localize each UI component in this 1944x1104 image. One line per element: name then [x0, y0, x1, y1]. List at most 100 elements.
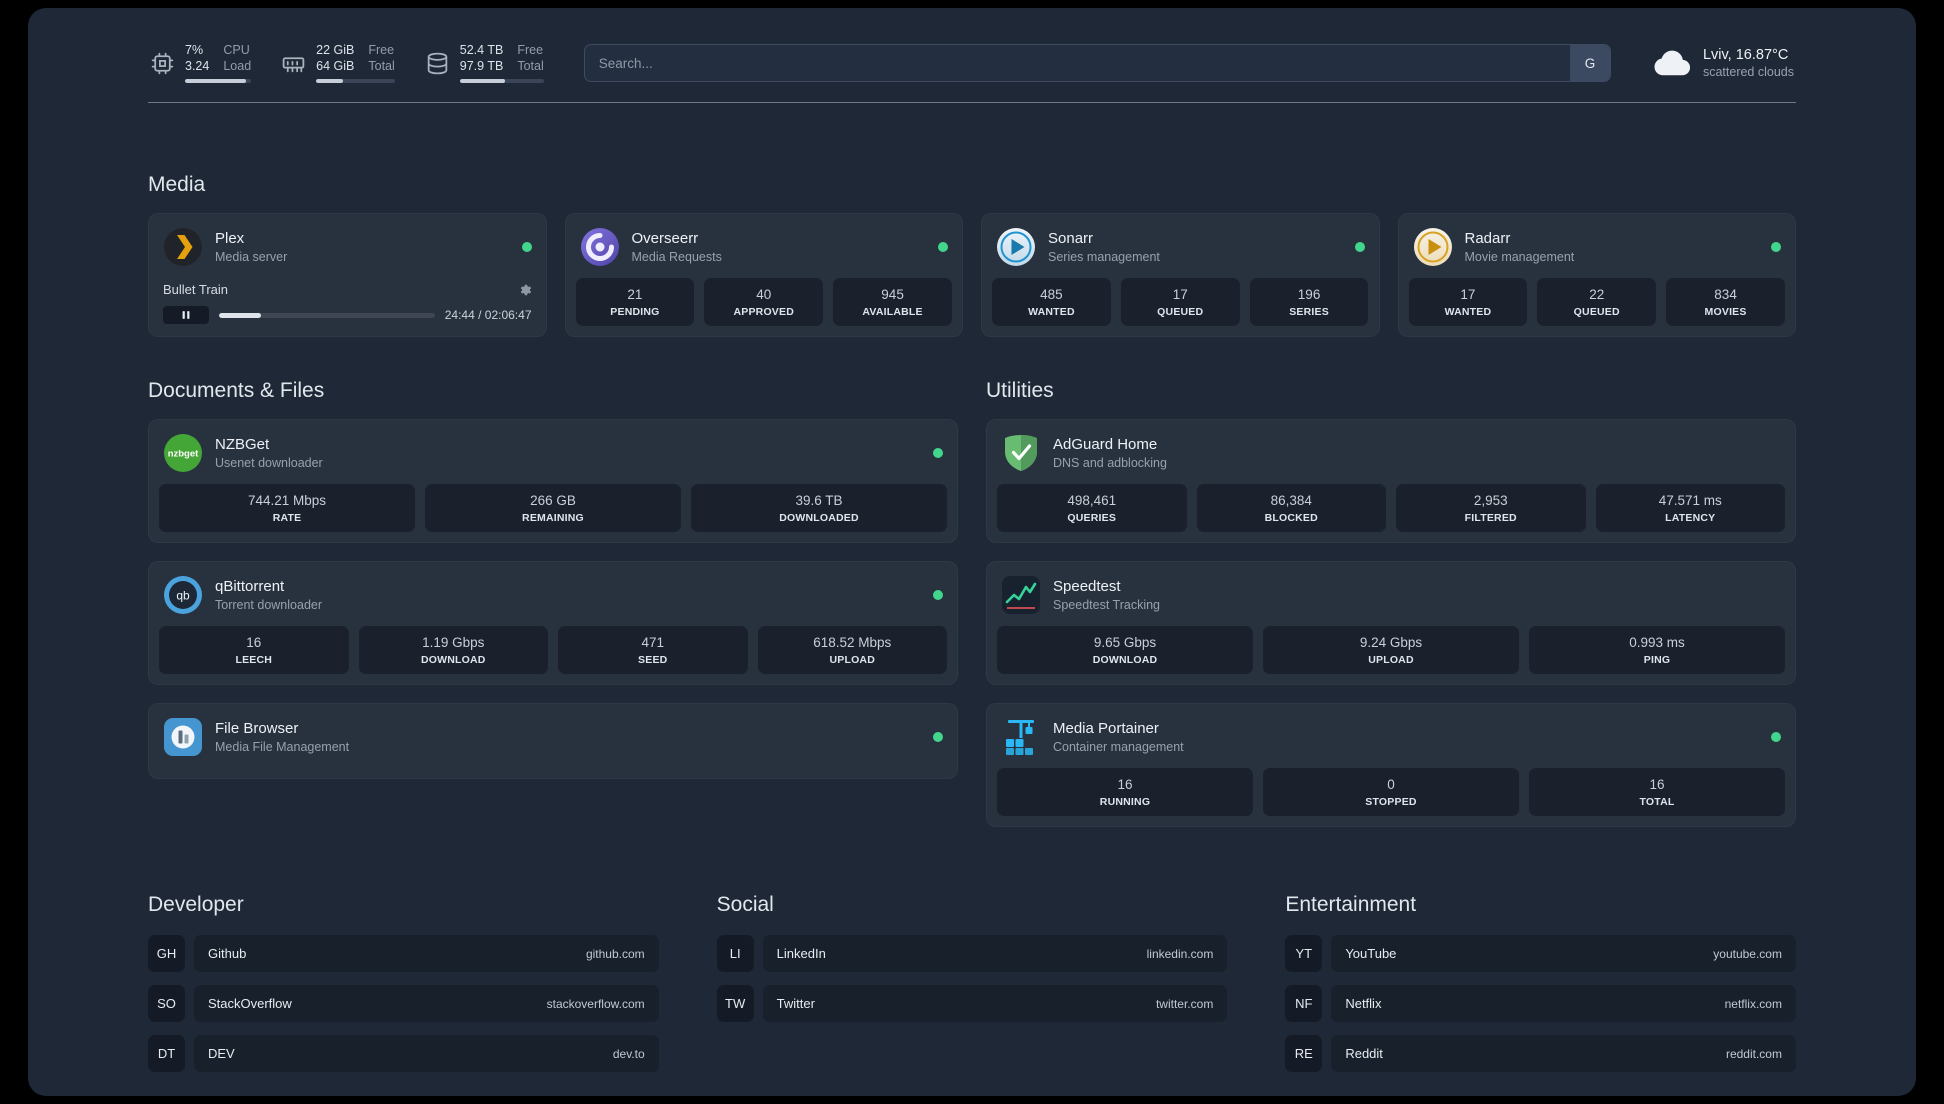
stat-value: 22 [1589, 287, 1605, 302]
stat-ping: 0.993 ms PING [1529, 626, 1785, 674]
stats-row: 16 RUNNING 0 STOPPED 16 TOTAL [997, 768, 1785, 816]
service-subtitle: Speedtest Tracking [1053, 598, 1161, 612]
bookmark-link-twitter[interactable]: Twitter twitter.com [762, 985, 1228, 1022]
weather-location: Lviv, 16.87°C [1702, 47, 1789, 63]
stat-label: UPLOAD [1368, 654, 1414, 666]
cloud-icon [1651, 42, 1693, 84]
stat-value: 266 GB [530, 493, 576, 508]
filebrowser-icon [163, 717, 203, 757]
bookmark-abbr-twitter: TW [716, 985, 754, 1022]
service-card-speedtest[interactable]: Speedtest Speedtest Tracking 9.65 Gbps DOWN… [986, 561, 1796, 685]
service-title: NZBGet [215, 436, 270, 453]
resource-value-2: 3.24 [185, 58, 210, 73]
bookmark-url: stackoverflow.com [546, 996, 645, 1011]
resource-widgets: 7% 3.24 CPU Load 22 GiB 64 GiB Free Total 52.4 T… [150, 42, 544, 84]
stat-leech: 16 LEECH [159, 626, 349, 674]
section-title-media: Media [148, 173, 206, 196]
bookmark-url: netflix.com [1724, 996, 1782, 1011]
section-title-developer: Developer [148, 893, 244, 916]
service-title: qBittorrent [215, 578, 285, 595]
service-card-radarr[interactable]: Radarr Movie management 17 WANTED 22 QUEUED 83… [1397, 213, 1796, 337]
stat-value: 16 [1117, 777, 1133, 792]
stat-label: DOWNLOAD [420, 654, 486, 666]
search-input[interactable] [584, 45, 1570, 81]
pause-button[interactable] [163, 306, 209, 324]
bookmark-abbr-github: GH [148, 935, 185, 972]
stat-label: QUEUED [1573, 306, 1620, 318]
bookmark-link-netflix[interactable]: Netflix netflix.com [1331, 985, 1796, 1022]
search-provider-button[interactable]: G [1569, 45, 1610, 81]
bookmark-link-reddit[interactable]: Reddit reddit.com [1331, 1035, 1796, 1072]
stat-label: SERIES [1289, 306, 1329, 318]
stat-remaining: 266 GB REMAINING [425, 484, 681, 532]
media-cards: Plex Media server Bullet Train 24:44 / 02:0… [148, 213, 1796, 337]
card-header: qb qBittorrent Torrent downloader [159, 572, 947, 618]
progress-bar[interactable] [219, 312, 435, 318]
service-card-qbittorrent[interactable]: qb qBittorrent Torrent downloader 16 LEECH 1.… [148, 561, 958, 685]
gear-icon[interactable] [518, 283, 532, 297]
stat-value: 9.65 Gbps [1093, 635, 1157, 650]
resource-value-2: 64 GiB [316, 58, 355, 73]
bookmark-link-linkedin[interactable]: LinkedIn linkedin.com [762, 935, 1228, 972]
service-card-portainer[interactable]: Media Portainer Container management 16 RUN… [986, 703, 1796, 827]
topbar-divider [148, 102, 1796, 103]
resource-label-1: Free [517, 42, 544, 57]
stat-value: 498,461 [1067, 493, 1117, 508]
stat-label: PING [1643, 654, 1671, 666]
service-card-adguard[interactable]: AdGuard Home DNS and adblocking 498,461 QUE… [986, 419, 1796, 543]
stat-label: PENDING [610, 306, 660, 318]
section-title-documents: Documents & Files [148, 379, 325, 402]
bookmark-link-youtube[interactable]: YouTube youtube.com [1331, 935, 1796, 972]
service-subtitle: Torrent downloader [215, 598, 323, 612]
bookmark-link-github[interactable]: Github github.com [194, 935, 659, 972]
bookmark-link-dev[interactable]: DEV dev.to [194, 1035, 659, 1072]
stat-label: REMAINING [522, 512, 584, 524]
stat-seed: 471 SEED [558, 626, 748, 674]
stats-row: 485 WANTED 17 QUEUED 196 SERIES [992, 278, 1369, 326]
bookmarks-area: Developer GH Github github.com SO StackOverfl… [148, 893, 1796, 1085]
stat-label: WANTED [1028, 306, 1075, 318]
stat-pending: 21 PENDING [575, 278, 695, 326]
service-card-filebrowser[interactable]: File Browser Media File Management [148, 703, 958, 779]
bookmark-abbr-stackoverflow: SO [148, 985, 185, 1022]
resource-bar-cpu [185, 79, 252, 84]
stats-row: 9.65 Gbps DOWNLOAD 9.24 Gbps UPLOAD 0.993 ms… [997, 626, 1785, 674]
stat-download: 1.19 Gbps DOWNLOAD [358, 626, 548, 674]
stats-row: 16 LEECH 1.19 Gbps DOWNLOAD 471 SEED 618.52 Mb… [159, 626, 947, 674]
card-header: File Browser Media File Management [159, 714, 947, 760]
bookmark-name: DEV [208, 1046, 235, 1061]
service-card-plex[interactable]: Plex Media server Bullet Train 24:44 / 02:0… [148, 213, 547, 337]
stats-row: 17 WANTED 22 QUEUED 834 MOVIES [1408, 278, 1786, 326]
utilities-cards: AdGuard Home DNS and adblocking 498,461 QUE… [986, 419, 1796, 827]
stat-value: 834 [1714, 287, 1737, 302]
cpu-icon [150, 51, 175, 76]
stat-series: 196 SERIES [1249, 278, 1369, 326]
adguard-icon [1001, 433, 1041, 473]
status-dot [1771, 242, 1781, 252]
stat-total: 16 TOTAL [1529, 768, 1785, 816]
service-card-sonarr[interactable]: Sonarr Series management 485 WANTED 17 QUEUED… [981, 213, 1380, 337]
service-card-nzbget[interactable]: nzbget NZBGet Usenet downloader 744.21 Mbps… [148, 419, 958, 543]
overseerr-icon [580, 227, 620, 267]
topbar: 7% 3.24 CPU Load 22 GiB 64 GiB Free Total 52.4 T… [148, 36, 1796, 102]
sonarr-icon [996, 227, 1036, 267]
resource-label-1: CPU [223, 42, 250, 57]
bookmark-url: reddit.com [1725, 1046, 1782, 1061]
documents-cards: nzbget NZBGet Usenet downloader 744.21 Mbps… [148, 419, 958, 779]
stat-value: 618.52 Mbps [813, 635, 892, 650]
middle-columns: Documents & Files nzbget NZBGet Usenet dow… [148, 379, 1796, 827]
resource-label-2: Total [368, 58, 395, 73]
stat-blocked: 86,384 BLOCKED [1196, 484, 1386, 532]
resource-value-2: 97.9 TB [459, 58, 504, 73]
qbittorrent-icon: qb [163, 575, 203, 615]
bookmark-link-stackoverflow[interactable]: StackOverflow stackoverflow.com [194, 985, 659, 1022]
disk-icon [425, 51, 450, 76]
bookmark-name: YouTube [1345, 946, 1397, 961]
service-subtitle: Series management [1048, 250, 1160, 264]
bookmark-name: StackOverflow [208, 996, 292, 1011]
service-card-overseerr[interactable]: Overseerr Media Requests 21 PENDING 40 APPROV… [564, 213, 963, 337]
stats-row: 21 PENDING 40 APPROVED 945 AVAILABLE [575, 278, 953, 326]
service-title: Overseerr [631, 230, 699, 247]
stat-value: 17 [1460, 287, 1476, 302]
resource-widget-disk: 52.4 TB 97.9 TB Free Total [425, 42, 544, 84]
